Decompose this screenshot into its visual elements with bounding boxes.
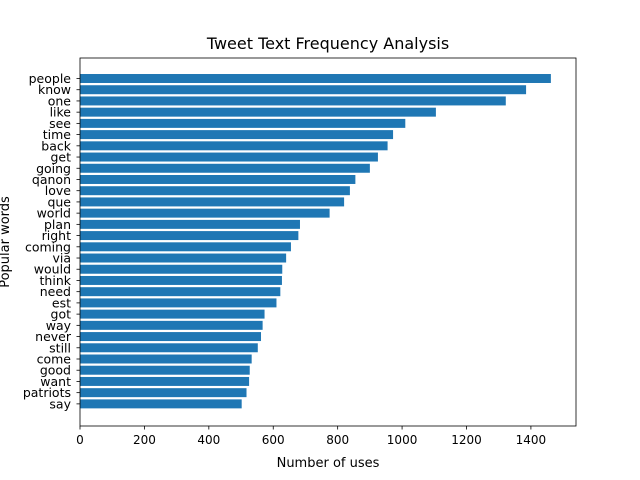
y-tick-label-time: time <box>43 127 72 142</box>
bar-love <box>80 186 350 196</box>
bar-que <box>80 197 345 207</box>
y-tick-label-like: like <box>50 105 72 120</box>
y-tick-label-right: right <box>42 228 71 243</box>
x-tick-label-1200: 1200 <box>451 433 482 447</box>
bar-get <box>80 152 378 162</box>
bar-right <box>80 231 299 241</box>
x-ticks: 0 200 400 600 800 1000 1200 1400 <box>76 426 546 447</box>
x-tick-label-600: 600 <box>262 433 285 447</box>
y-tick-labels: peopleknowonelikeseetimebackgetgoingqano… <box>23 71 80 411</box>
x-tick-label-1000: 1000 <box>387 433 418 447</box>
bar-never <box>80 332 262 342</box>
y-axis-label: Popular words <box>0 196 13 288</box>
bar-people <box>80 74 551 83</box>
bar-time <box>80 130 394 140</box>
x-tick-label-200: 200 <box>133 433 156 447</box>
y-tick-label-world: world <box>37 206 71 221</box>
y-tick-label-qanon: qanon <box>32 172 71 187</box>
y-tick-label-back: back <box>41 138 71 153</box>
y-tick-label-way: way <box>46 318 72 333</box>
bar-one <box>80 96 506 106</box>
bar-going <box>80 163 370 173</box>
y-tick-label-say: say <box>49 396 71 411</box>
y-tick-label-still: still <box>49 340 71 355</box>
bar-think <box>80 275 282 285</box>
y-tick-label-patriots: patriots <box>23 385 71 400</box>
bar-est <box>80 298 277 308</box>
bar-plan <box>80 219 300 229</box>
y-tick-label-est: est <box>52 295 71 310</box>
y-tick-label-get: get <box>50 150 71 165</box>
y-tick-label-plan: plan <box>44 217 71 232</box>
y-tick-label-via: via <box>52 251 71 266</box>
bar-qanon <box>80 174 356 184</box>
bar-know <box>80 85 527 95</box>
y-tick-label-one: one <box>48 93 72 108</box>
bar-good <box>80 365 250 375</box>
x-axis-label: Number of uses <box>277 456 380 471</box>
y-tick-label-would: would <box>34 262 71 277</box>
chart-title: Tweet Text Frequency Analysis <box>206 34 449 53</box>
y-tick-label-know: know <box>38 82 71 97</box>
x-tick-label-1400: 1400 <box>516 433 547 447</box>
y-tick-label-got: got <box>51 307 72 322</box>
bar-still <box>80 343 258 353</box>
bar-want <box>80 376 250 386</box>
y-tick-label-love: love <box>45 183 72 198</box>
bar-way <box>80 320 263 330</box>
bar-got <box>80 309 265 319</box>
y-tick-label-need: need <box>40 284 71 299</box>
bar-like <box>80 107 436 117</box>
x-tick-label-400: 400 <box>197 433 220 447</box>
x-tick-label-800: 800 <box>326 433 349 447</box>
bar-say <box>80 399 242 409</box>
y-tick-label-want: want <box>40 374 71 389</box>
x-tick-label-0: 0 <box>76 433 84 447</box>
bar-see <box>80 118 406 128</box>
y-tick-label-que: que <box>47 194 71 209</box>
y-tick-label-people: people <box>29 71 72 86</box>
bar-world <box>80 208 330 218</box>
y-tick-label-see: see <box>49 116 71 131</box>
bar-back <box>80 141 388 151</box>
y-tick-label-going: going <box>36 161 71 176</box>
bars-group <box>80 74 551 409</box>
plot-frame <box>79 57 577 427</box>
y-tick-label-think: think <box>40 273 72 288</box>
bar-coming <box>80 242 291 252</box>
bar-via <box>80 253 287 263</box>
y-tick-label-coming: coming <box>25 239 71 254</box>
y-tick-label-come: come <box>37 352 72 367</box>
bar-need <box>80 287 281 297</box>
y-tick-label-good: good <box>40 363 71 378</box>
bar-come <box>80 354 252 364</box>
bar-would <box>80 264 283 274</box>
y-tick-label-never: never <box>35 329 72 344</box>
bar-patriots <box>80 388 247 398</box>
